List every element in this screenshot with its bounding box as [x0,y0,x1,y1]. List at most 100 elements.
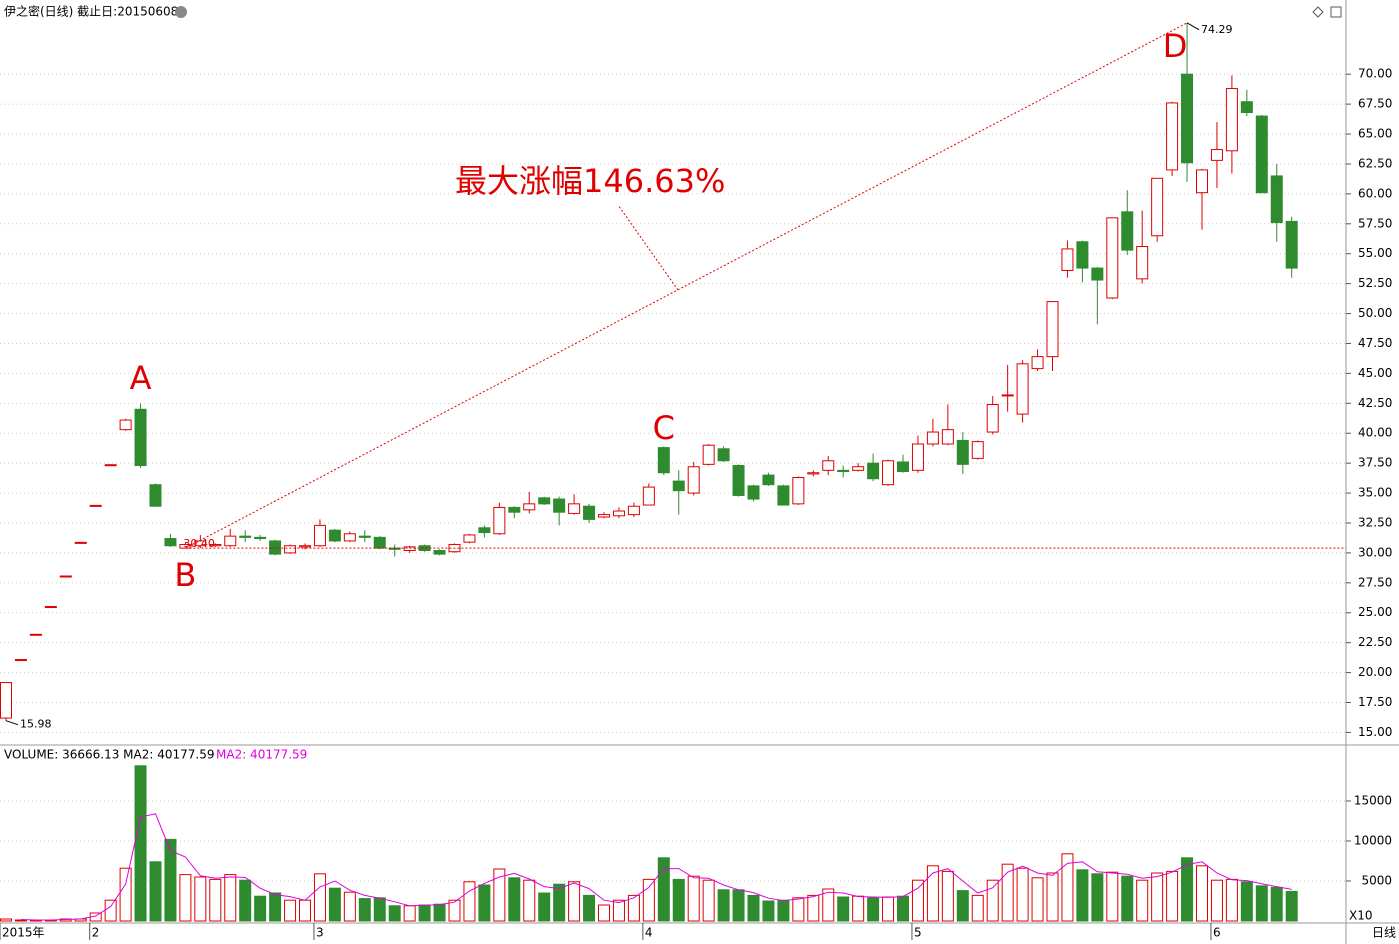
y-tick-label: 22.50 [1358,635,1392,649]
x-tick-label: 4 [645,926,653,940]
volume-bar [837,896,850,922]
candle-body [822,460,835,471]
candle-body [1285,220,1298,269]
volume-bar [1091,873,1104,922]
y-tick-label: 60.00 [1358,186,1392,200]
volume-bar [657,857,670,922]
volume-bar [1196,865,1208,922]
y-tick-label: 57.50 [1358,216,1392,230]
candle-body [1196,169,1208,194]
volume-bar [388,905,401,922]
volume-bar [284,899,297,922]
candle-body [373,536,386,549]
volume-bar [478,884,491,922]
x-tick-label: 5 [914,926,922,940]
volume-bar [747,894,760,922]
volume-bar [1136,879,1149,922]
candle-body [478,527,491,534]
volume-bar [179,874,192,922]
candle-body [672,480,685,492]
y-tick-label: 15.00 [1358,725,1392,739]
volume-bar [583,894,596,922]
candle-body [493,506,506,535]
volume-bar [568,881,581,922]
candle-body [209,544,222,547]
price-label: 15.98 [20,718,52,731]
volume-bar [1210,879,1223,922]
candle-body [194,540,207,547]
volume-bar [882,896,895,922]
menu-button[interactable] [175,6,187,18]
candle-body [104,464,117,467]
candle-body [762,474,775,486]
volume-bar [104,899,117,922]
volume-bar [418,904,431,922]
candle-body [1106,217,1119,299]
candle-body [1166,102,1179,171]
volume-bar [239,879,252,922]
y-tick-label: 62.50 [1358,156,1392,170]
pointer [1186,22,1200,31]
icon[interactable] [1312,6,1324,18]
y2-tick-label: 10000 [1354,834,1392,848]
volume-bar [807,894,820,922]
candle-body [343,533,356,542]
volume-bar [553,883,566,922]
volume-bar [358,898,371,922]
volume-bar [1001,863,1014,922]
candle-body [134,408,147,467]
volume-bar [852,895,865,922]
candle-body [971,441,984,459]
pointer [617,204,679,291]
candle-body [1136,246,1149,280]
candle-body [777,485,790,506]
volume-bar [612,899,625,922]
volume-bar [911,879,924,922]
period-label: 日线 [1372,926,1396,940]
volume-bar [897,895,909,922]
volume-bar [1076,869,1089,922]
y-tick-label: 40.00 [1358,426,1392,440]
y-tick-label: 47.50 [1358,336,1392,350]
candle-body [1091,267,1104,281]
y-tick-label: 70.00 [1358,67,1392,81]
x-tick-label: 2 [92,926,100,940]
volume-bar [1031,877,1044,922]
volume-bar [1181,857,1194,922]
volume-bar [194,876,207,922]
volume-bar [687,875,700,922]
candle-body [1225,88,1238,152]
candle-body [239,535,252,538]
candle-body [732,465,745,496]
volume-bar [1240,881,1253,922]
volume-bar [523,879,536,922]
volume-bar [433,903,446,922]
volume-bar [1285,890,1298,922]
candle-body [269,540,282,555]
volume-label: VOLUME: 36666.13 MA2: 40177.59 [4,748,215,762]
candle-body [299,545,311,548]
candle-body [1181,73,1194,164]
candle-body [1046,301,1059,358]
volume-bar [463,881,476,922]
candle-body [627,505,640,516]
volume-bar [762,900,775,922]
candle-body [1255,115,1268,194]
candle-body [89,504,102,507]
candle-body [433,550,446,555]
volume-bar [1016,867,1029,922]
candle-body [926,431,939,445]
candle-body [59,575,72,578]
volume-bar [164,838,177,922]
icon[interactable] [1330,6,1342,18]
candle-body [1121,211,1134,251]
volume-bar [971,894,984,922]
y2-tick-label: 5000 [1361,874,1392,888]
volume-bar [867,897,880,922]
y-tick-label: 45.00 [1358,366,1392,380]
candle-body [702,444,715,465]
candle-body [14,659,27,662]
candle-body [164,538,177,547]
candle-body [612,510,625,517]
